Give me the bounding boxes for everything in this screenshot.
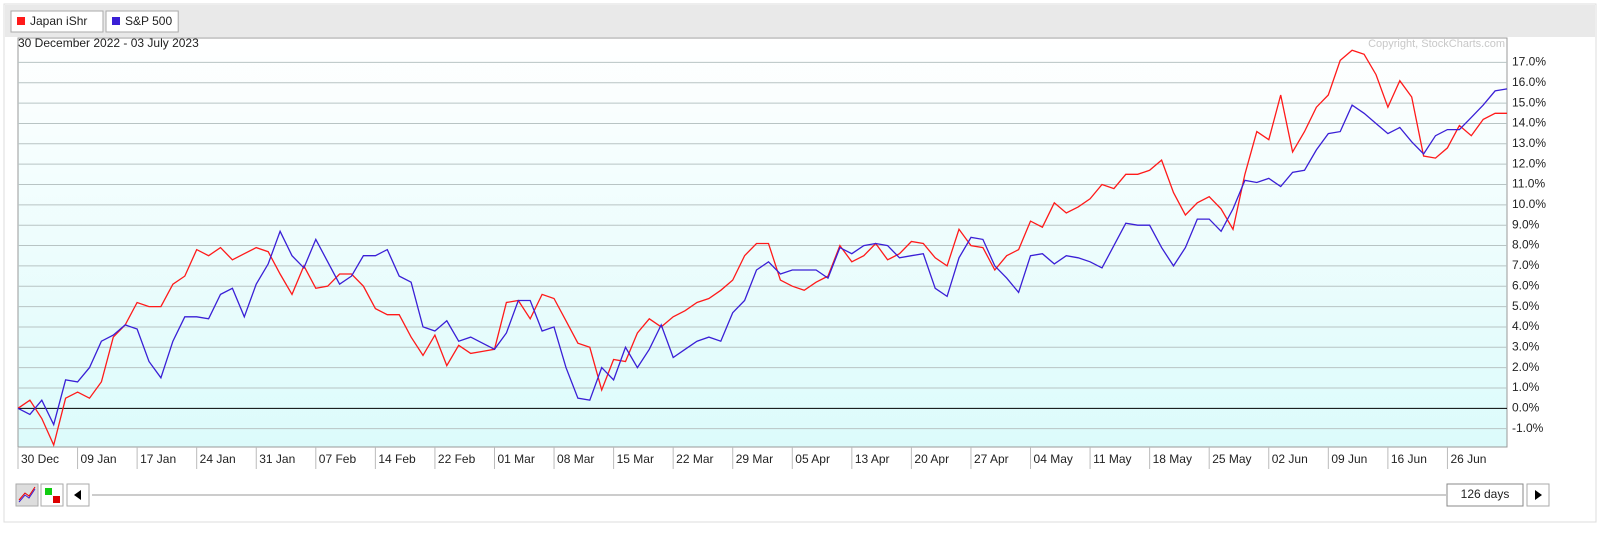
y-tick-label: 4.0%	[1512, 319, 1540, 333]
x-tick-label: 18 May	[1153, 452, 1192, 466]
y-tick-label: 9.0%	[1512, 217, 1540, 231]
arrow-left	[74, 490, 81, 500]
x-tick-label: 17 Jan	[140, 452, 176, 466]
x-tick-label: 11 May	[1093, 452, 1131, 466]
x-tick-label: 27 Apr	[974, 452, 1009, 466]
legend-button[interactable]	[10, 10, 104, 33]
y-tick-label: 3.0%	[1512, 339, 1540, 353]
x-tick-label: 22 Mar	[676, 452, 713, 466]
y-tick-label: 2.0%	[1512, 360, 1540, 374]
x-tick-label: 14 Feb	[378, 452, 416, 466]
legend-label: Japan iShr	[30, 14, 87, 28]
x-tick-label: 20 Apr	[914, 452, 949, 466]
y-tick-label: 0.0%	[1512, 401, 1540, 415]
y-tick-label: 1.0%	[1512, 380, 1540, 394]
y-tick-label: -1.0%	[1512, 421, 1544, 435]
x-tick-label: 22 Feb	[438, 452, 476, 466]
x-tick-label: 13 Apr	[855, 452, 890, 466]
x-tick-label: 26 Jun	[1450, 452, 1486, 466]
line-icon	[18, 486, 36, 501]
range-box[interactable]	[1446, 483, 1524, 507]
y-tick-label: 16.0%	[1512, 75, 1546, 89]
y-tick-label: 12.0%	[1512, 156, 1546, 170]
bar-icon	[53, 496, 60, 503]
legend-swatch	[17, 17, 25, 25]
x-tick-label: 25 May	[1212, 452, 1251, 466]
y-tick-label: 14.0%	[1512, 116, 1546, 130]
plot-area	[17, 37, 1508, 448]
x-tick-label: 16 Jun	[1391, 452, 1427, 466]
y-tick-label: 7.0%	[1512, 258, 1540, 272]
y-tick-label: 11.0%	[1512, 177, 1545, 191]
x-tick-label: 15 Mar	[617, 452, 654, 466]
x-tick-label: 09 Jun	[1331, 452, 1367, 466]
legend: Japan iShr S&P 500	[10, 10, 179, 33]
y-tick-label: 5.0%	[1512, 299, 1540, 313]
x-tick-label: 07 Feb	[319, 452, 357, 466]
arrow-right	[1535, 490, 1542, 500]
x-tick-label: 02 Jun	[1272, 452, 1308, 466]
x-tick-label: 08 Mar	[557, 452, 594, 466]
bar-icon	[45, 488, 52, 495]
y-tick-label: 17.0%	[1512, 55, 1546, 69]
legend-swatch	[112, 17, 120, 25]
x-tick-label: 09 Jan	[81, 452, 117, 466]
series-line	[17, 88, 1508, 427]
copyright: Copyright, StockCharts.com	[1368, 38, 1505, 50]
line-icon	[18, 488, 36, 503]
y-tick-label: 10.0%	[1512, 197, 1546, 211]
y-tick-label: 8.0%	[1512, 238, 1540, 252]
date-range: 30 December 2022 - 03 July 2023	[18, 36, 199, 50]
x-tick-label: 29 Mar	[736, 452, 773, 466]
range-label: 126 days	[1461, 487, 1510, 501]
legend-button[interactable]	[105, 10, 179, 33]
toolbar	[5, 5, 1595, 37]
x-tick-label: 31 Jan	[259, 452, 295, 466]
x-tick-label: 04 May	[1034, 452, 1073, 466]
x-tick-label: 30 Dec	[21, 452, 59, 466]
y-tick-label: 15.0%	[1512, 95, 1546, 109]
y-tick-label: 13.0%	[1512, 136, 1546, 150]
x-tick-label: 05 Apr	[795, 452, 830, 466]
x-tick-label: 24 Jan	[200, 452, 236, 466]
legend-label: S&P 500	[125, 14, 172, 28]
y-tick-label: 6.0%	[1512, 278, 1540, 292]
series-line	[17, 49, 1507, 447]
x-tick-label: 01 Mar	[497, 452, 534, 466]
